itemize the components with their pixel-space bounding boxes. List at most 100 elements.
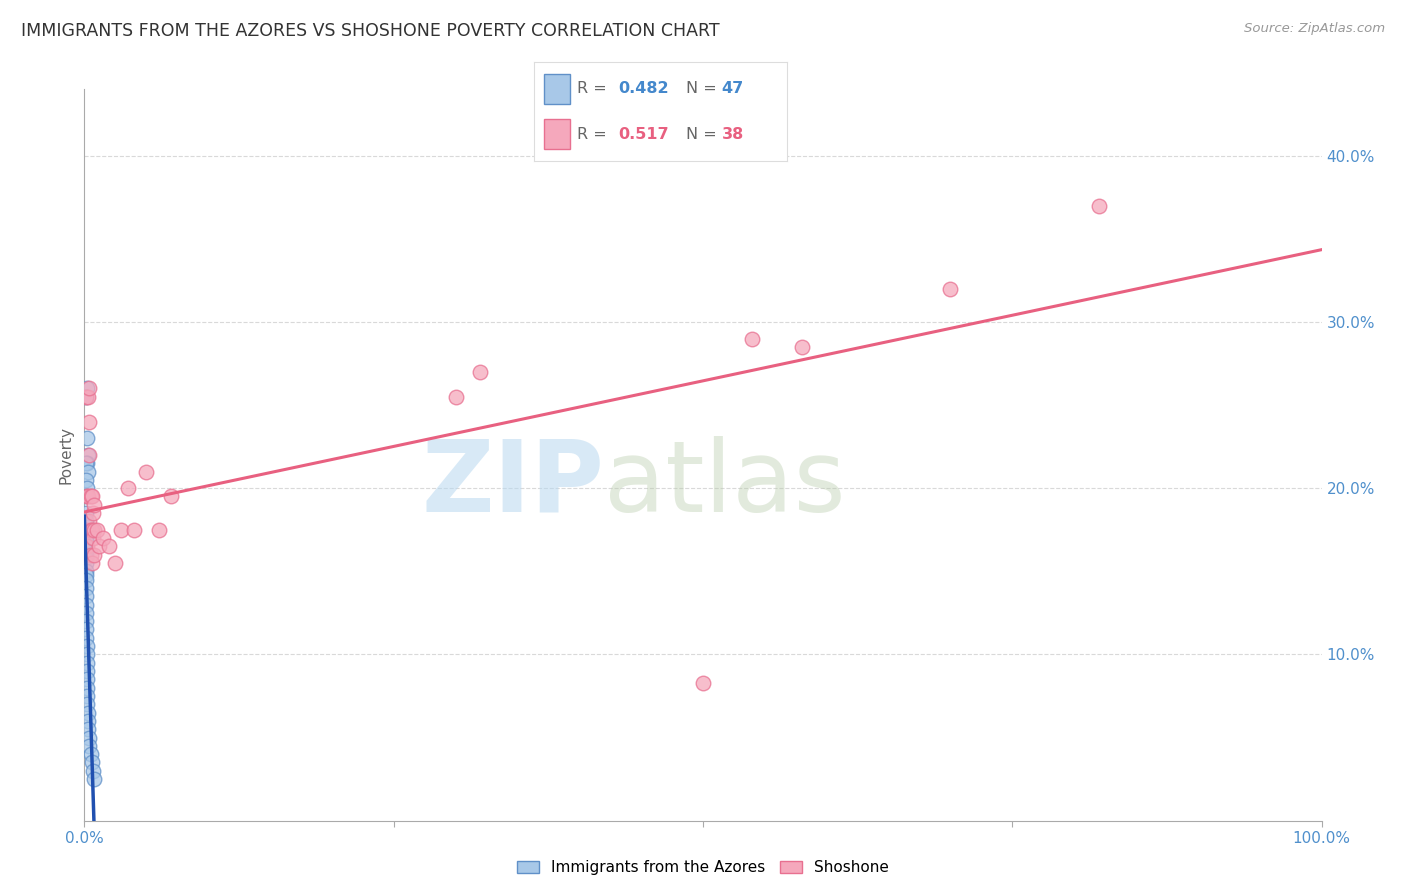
Point [76, 698, 98, 712]
Point [76, 490, 98, 504]
Point [75, 539, 97, 553]
Point [75, 506, 97, 520]
Text: 47: 47 [721, 81, 744, 96]
Point [76, 456, 98, 470]
Point [75, 606, 97, 620]
Point [77, 723, 100, 737]
Point [79, 523, 101, 537]
Point [79, 490, 101, 504]
Point [79, 415, 101, 429]
Point [75, 490, 97, 504]
Text: N =: N = [686, 127, 723, 142]
Point [76, 639, 98, 653]
Text: atlas: atlas [605, 435, 845, 533]
Point [77, 390, 100, 404]
Point [75, 515, 97, 529]
Point [83, 523, 105, 537]
Point [79, 731, 101, 745]
Point [444, 390, 467, 404]
Point [75, 598, 97, 612]
Point [82, 764, 104, 778]
Point [75, 556, 97, 570]
Point [83, 548, 105, 562]
Point [76, 689, 98, 703]
Text: 0.517: 0.517 [617, 127, 668, 142]
Point [76, 648, 98, 662]
Point [692, 675, 714, 690]
Point [104, 556, 127, 570]
Point [76, 664, 98, 678]
Point [76, 481, 98, 495]
Point [75, 544, 97, 558]
Point [75, 531, 97, 545]
Point [122, 523, 145, 537]
Point [75, 567, 97, 582]
Point [82, 506, 104, 520]
Bar [544, 74, 569, 103]
Point [89, 539, 111, 553]
Point [76, 656, 98, 670]
Point [79, 739, 101, 753]
Point [77, 448, 100, 462]
Point [82, 531, 104, 545]
Point [75, 623, 97, 637]
Point [77, 465, 100, 479]
Point [76, 681, 98, 695]
Point [76, 539, 98, 553]
Text: 0.482: 0.482 [617, 81, 668, 96]
Point [91, 531, 114, 545]
Point [1088, 198, 1111, 212]
Point [741, 332, 763, 346]
Text: N =: N = [686, 81, 723, 96]
Point [83, 498, 105, 512]
Point [79, 548, 101, 562]
Point [135, 465, 157, 479]
Point [86, 523, 108, 537]
Legend: Immigrants from the Azores, Shoshone: Immigrants from the Azores, Shoshone [517, 860, 889, 875]
Text: R =: R = [578, 81, 612, 96]
Point [75, 589, 97, 603]
Point [75, 473, 97, 487]
Point [77, 490, 100, 504]
Point [98, 539, 121, 553]
Point [79, 381, 101, 395]
Point [75, 456, 97, 470]
Point [110, 523, 132, 537]
Bar [544, 120, 569, 149]
Text: Source: ZipAtlas.com: Source: ZipAtlas.com [1244, 22, 1385, 36]
Point [75, 573, 97, 587]
Point [75, 614, 97, 628]
Point [79, 747, 101, 761]
Point [83, 772, 105, 786]
Point [148, 523, 170, 537]
Point [80, 490, 103, 504]
Point [75, 581, 97, 595]
Point [77, 706, 100, 720]
Text: IMMIGRANTS FROM THE AZORES VS SHOSHONE POVERTY CORRELATION CHART: IMMIGRANTS FROM THE AZORES VS SHOSHONE P… [21, 22, 720, 40]
Point [160, 490, 183, 504]
Point [75, 523, 97, 537]
Point [75, 564, 97, 578]
Point [75, 534, 97, 549]
Point [76, 673, 98, 687]
Point [75, 390, 97, 404]
Point [75, 390, 97, 404]
Point [76, 431, 98, 445]
Point [80, 756, 103, 770]
Point [939, 282, 962, 296]
Y-axis label: Poverty: Poverty [59, 425, 75, 484]
Text: 38: 38 [721, 127, 744, 142]
Text: ZIP: ZIP [422, 435, 605, 533]
Point [76, 381, 98, 395]
Text: R =: R = [578, 127, 612, 142]
Point [80, 556, 103, 570]
Point [470, 365, 492, 379]
Point [79, 448, 101, 462]
Point [77, 523, 100, 537]
Point [790, 340, 813, 354]
Point [117, 481, 139, 495]
Point [75, 548, 97, 562]
Point [75, 551, 97, 566]
Point [80, 523, 103, 537]
Point [77, 714, 100, 728]
